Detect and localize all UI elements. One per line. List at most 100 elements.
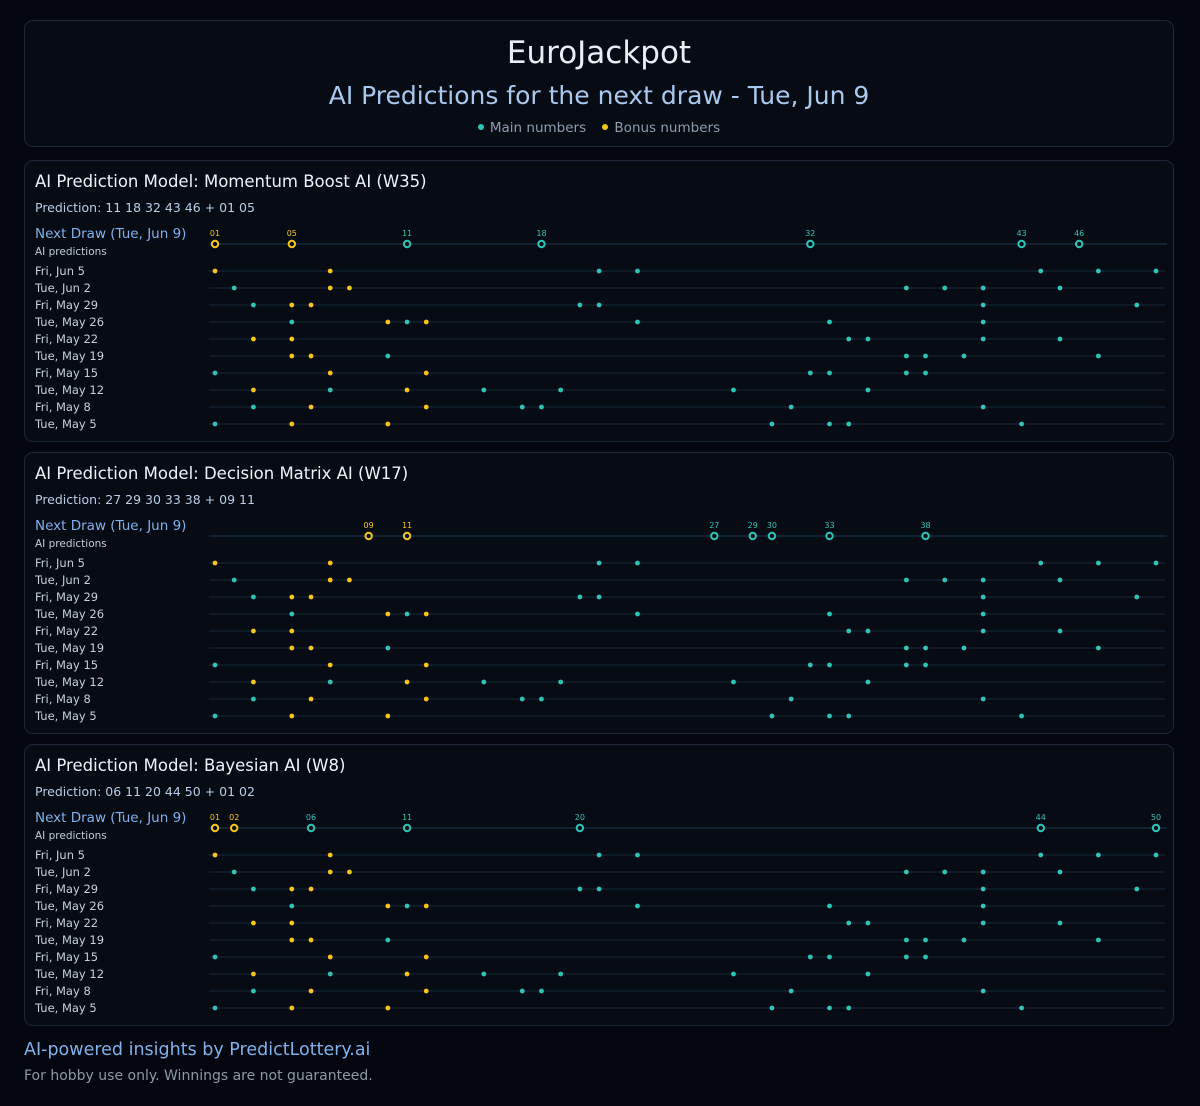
history-main-dot	[731, 679, 736, 685]
history-main-dot	[731, 387, 736, 393]
predicted-main-label: 11	[402, 813, 412, 822]
predicted-main-label: 38	[920, 521, 930, 530]
history-main-dot	[596, 852, 602, 858]
footer-brand-link[interactable]: AI-powered insights by PredictLottery.ai	[24, 1040, 371, 1060]
legend-label-main: Main numbers	[489, 120, 587, 136]
history-bonus-dot	[423, 954, 429, 960]
predicted-main-label: 50	[1151, 813, 1161, 822]
history-main-dot	[807, 662, 813, 668]
model-title: AI Prediction Model: Bayesian AI (W8)	[35, 756, 346, 775]
draw-date-label: Fri, Jun 5	[35, 848, 85, 862]
predicted-main-ring	[748, 531, 757, 541]
draw-date-label: Fri, May 29	[35, 590, 99, 604]
history-bonus-dot	[327, 285, 333, 291]
model-panel: AI Prediction Model: Momentum Boost AI (…	[24, 160, 1174, 442]
history-main-dot	[1134, 886, 1140, 892]
draw-date-label: Fri, May 8	[35, 400, 91, 414]
ai-predictions-label: AI predictions	[35, 538, 107, 550]
history-main-dot	[846, 1005, 852, 1011]
predicted-main-ring	[306, 823, 316, 833]
history-main-dot	[1095, 852, 1101, 858]
history-main-dot	[1134, 302, 1140, 308]
history-main-dot	[903, 662, 909, 668]
history-main-dot	[519, 404, 525, 410]
history-main-dot	[539, 404, 544, 410]
history-main-dot	[404, 611, 410, 617]
history-main-dot	[1095, 937, 1101, 943]
prediction-text: Prediction: 27 29 30 33 38 + 09 11	[35, 492, 255, 507]
history-main-dot	[558, 387, 564, 393]
history-main-dot	[635, 852, 640, 858]
history-main-dot	[846, 713, 852, 719]
history-main-dot	[327, 971, 333, 977]
predicted-main-label: 44	[1036, 813, 1046, 822]
draw-date-label: Tue, May 19	[35, 933, 105, 947]
history-main-dot	[1038, 560, 1044, 566]
history-main-dot	[289, 611, 295, 617]
history-main-dot	[327, 387, 333, 393]
history-main-dot	[807, 954, 813, 960]
history-main-dot	[980, 319, 986, 325]
draw-date-label: Tue, May 26	[35, 607, 105, 621]
history-bonus-dot	[289, 302, 295, 308]
history-bonus-dot	[308, 302, 314, 308]
history-main-dot	[635, 611, 640, 617]
history-main-dot	[788, 404, 794, 410]
history-main-dot	[289, 903, 295, 909]
draw-date-label: Fri, Jun 5	[35, 556, 85, 570]
history-main-dot	[788, 696, 794, 702]
draw-date-label: Fri, May 8	[35, 984, 91, 998]
prediction-text: Prediction: 11 18 32 43 46 + 01 05	[35, 200, 255, 215]
history-main-dot	[903, 645, 909, 651]
history-bonus-dot	[289, 937, 295, 943]
history-main-dot	[903, 353, 909, 359]
history-main-dot	[1019, 421, 1024, 427]
history-bonus-dot	[404, 387, 410, 393]
history-main-dot	[769, 421, 775, 427]
history-main-dot	[1019, 1005, 1024, 1011]
history-bonus-dot	[308, 937, 314, 943]
history-bonus-dot	[251, 971, 256, 977]
history-main-dot	[827, 954, 832, 960]
history-main-dot	[385, 645, 391, 651]
predicted-main-label: 06	[306, 813, 316, 822]
history-bonus-dot	[308, 353, 314, 359]
history-main-dot	[980, 886, 986, 892]
history-bonus-dot	[289, 353, 295, 359]
history-bonus-dot	[423, 662, 429, 668]
history-main-dot	[923, 370, 928, 376]
predicted-bonus-label: 01	[210, 813, 220, 822]
history-main-dot	[289, 319, 295, 325]
predicted-main-ring	[1151, 823, 1161, 833]
history-main-dot	[980, 302, 986, 308]
legend-label-bonus: Bonus numbers	[614, 120, 721, 136]
next-draw-label: Next Draw (Tue, Jun 9)	[35, 518, 187, 534]
history-main-dot	[903, 954, 909, 960]
history-main-dot	[827, 319, 832, 325]
history-main-dot	[519, 696, 525, 702]
history-bonus-dot	[308, 645, 314, 651]
footer-disclaimer: For hobby use only. Winnings are not gua…	[24, 1068, 373, 1084]
history-main-dot	[980, 404, 986, 410]
predicted-main-ring	[575, 823, 585, 833]
predicted-bonus-label: 05	[287, 229, 297, 238]
history-main-dot	[923, 645, 928, 651]
draw-date-label: Tue, May 5	[35, 1001, 97, 1015]
history-main-dot	[251, 302, 256, 308]
draw-date-label: Tue, Jun 2	[35, 281, 91, 295]
history-main-dot	[903, 869, 909, 875]
draw-date-label: Tue, May 5	[35, 417, 97, 431]
history-bonus-dot	[289, 421, 295, 427]
history-main-dot	[923, 662, 928, 668]
page-subtitle: AI Predictions for the next draw - Tue, …	[328, 81, 870, 110]
draw-date-label: Fri, May 15	[35, 366, 99, 380]
history-main-dot	[1057, 869, 1063, 875]
history-main-dot	[1057, 628, 1063, 634]
history-main-dot	[827, 370, 832, 376]
history-main-dot	[212, 662, 218, 668]
history-main-dot	[251, 988, 256, 994]
history-main-dot	[980, 594, 986, 600]
legend: Main numbers Bonus numbers	[25, 120, 1173, 136]
history-main-dot	[1057, 577, 1063, 583]
history-main-dot	[481, 679, 487, 685]
